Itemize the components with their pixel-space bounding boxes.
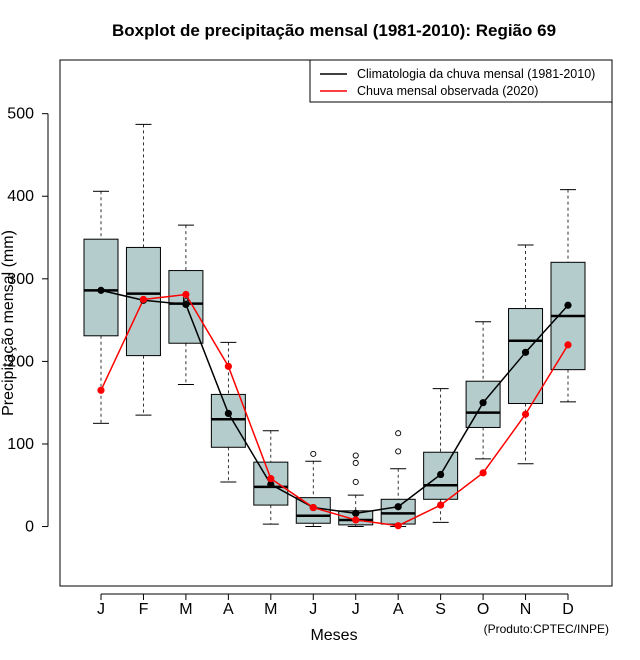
observed-point xyxy=(139,295,148,304)
climatology-point xyxy=(182,300,190,309)
chart-title: Boxplot de precipitação mensal (1981-201… xyxy=(112,21,556,40)
x-tick-label: N xyxy=(520,601,532,618)
climatology-point xyxy=(479,399,487,407)
climatology-point xyxy=(224,409,232,418)
observed-point xyxy=(97,386,105,394)
legend-box xyxy=(309,59,613,103)
observed-point xyxy=(479,469,487,477)
box-iqr xyxy=(508,308,544,405)
outlier-point xyxy=(352,459,359,467)
x-tick-label: M xyxy=(264,601,277,618)
outlier-point xyxy=(395,448,402,455)
x-tick-label: M xyxy=(179,601,192,618)
observed-point xyxy=(564,341,572,349)
y-axis-label: Precipitação mensal (mm) xyxy=(0,230,17,416)
outlier-point xyxy=(352,452,359,459)
box-month-4 xyxy=(210,341,246,483)
box-month-6 xyxy=(295,450,331,528)
box-month-11 xyxy=(508,244,544,465)
x-tick-label: J xyxy=(97,601,105,618)
climatology-point xyxy=(352,509,360,517)
observed-point xyxy=(224,362,232,370)
x-tick-label: J xyxy=(352,601,360,618)
observed-point xyxy=(521,410,530,418)
climatology-point xyxy=(267,480,275,489)
boxes-group xyxy=(83,123,586,528)
x-tick-label: O xyxy=(477,601,489,618)
x-axis-label: Meses xyxy=(310,627,357,644)
x-tick-label: S xyxy=(435,601,446,618)
x-tick-label: D xyxy=(562,601,574,618)
box-month-10 xyxy=(465,321,501,460)
legend-label-observed: Chuva mensal observada (2020) xyxy=(357,84,538,98)
y-tick-label: 400 xyxy=(7,188,34,205)
x-tick-label: J xyxy=(309,601,317,618)
observed-point xyxy=(352,516,360,524)
x-tick-label: A xyxy=(393,601,404,618)
outlier-point xyxy=(395,430,402,437)
climatology-point xyxy=(97,286,105,294)
climatology-point xyxy=(437,470,445,479)
climatology-point xyxy=(521,348,530,356)
box-iqr xyxy=(210,393,246,448)
y-axis: 0 100 200 300 400 500 xyxy=(7,106,49,536)
y-tick-label: 500 xyxy=(7,106,34,123)
observed-point xyxy=(267,475,275,483)
climatology-line xyxy=(100,289,569,515)
x-tick-label: F xyxy=(139,601,149,618)
outlier-point xyxy=(310,450,317,457)
legend: Climatologia da chuva mensal (1981-2010)… xyxy=(309,59,613,103)
y-tick-label: 100 xyxy=(7,436,34,453)
legend-label-climatology: Climatologia da chuva mensal (1981-2010) xyxy=(357,67,595,81)
product-credit: (Produto:CPTEC/INPE) xyxy=(484,622,609,636)
observed-point xyxy=(394,522,402,530)
x-tick-label: A xyxy=(223,601,234,618)
box-month-8 xyxy=(380,430,416,528)
series-lines xyxy=(97,286,572,530)
outlier-point xyxy=(352,478,359,486)
box-month-2 xyxy=(125,123,161,416)
observed-point xyxy=(182,290,190,299)
y-tick-label: 0 xyxy=(25,519,34,536)
climatology-point xyxy=(564,301,572,309)
y-tick-label: 200 xyxy=(7,353,34,370)
climatology-point xyxy=(394,503,402,511)
observed-point xyxy=(309,503,317,512)
y-tick-label: 300 xyxy=(7,271,34,288)
observed-point xyxy=(437,501,445,509)
box-month-12 xyxy=(550,189,586,403)
observed-line xyxy=(100,293,569,527)
